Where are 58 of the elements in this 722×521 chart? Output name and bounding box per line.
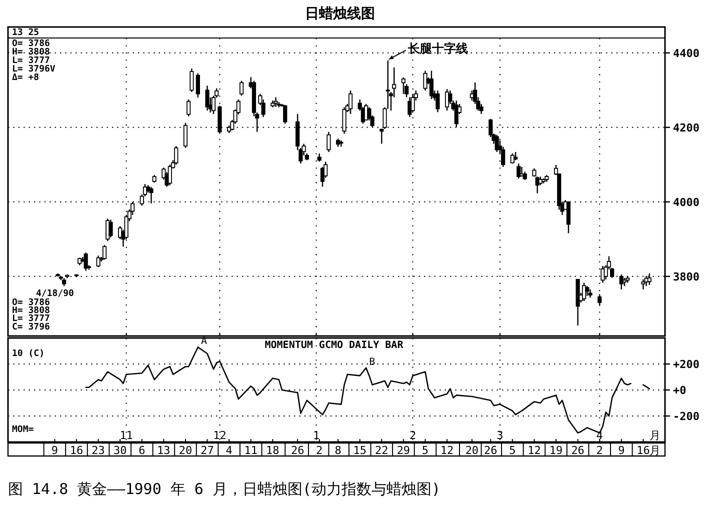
x-tick-label: 16: [70, 444, 84, 457]
annotation: 13 25: [12, 28, 40, 38]
x-tick-label: 18: [266, 444, 280, 457]
x-tick-label: 22: [375, 444, 388, 457]
y-tick-label: 4200: [673, 121, 700, 134]
annotation: L= 3796V: [12, 64, 56, 74]
x-tick-label: 2: [596, 444, 603, 457]
x-tick-label: 26: [290, 444, 304, 457]
x-tick-label: 16: [636, 444, 650, 457]
chart-title: MOMENTUM GCMO DAILY BAR: [264, 340, 404, 351]
x-tick-label: 29: [396, 444, 410, 457]
x-tick-label: 15: [353, 444, 366, 457]
caption: 图 14.8 黄金——1990 年 6 月，日蜡烛图(动力指数与蜡烛图): [8, 480, 441, 498]
x-tick-label: 23: [92, 444, 105, 457]
y-tick-label: +0: [673, 384, 686, 397]
annotation: 4/18/90: [36, 289, 74, 299]
chart-title: 日蜡烛线图: [305, 6, 375, 22]
annotation: C= 3796: [12, 322, 50, 332]
x-tick-label: 20: [178, 444, 192, 457]
x2-tick-label: 3: [496, 429, 504, 442]
annotation: O= 3786: [12, 39, 50, 49]
y-tick-label: 4400: [673, 46, 700, 60]
x-tick-label: 8: [334, 444, 342, 457]
x-tick-label: 4: [226, 444, 233, 457]
annotation: B: [369, 356, 376, 368]
x2-tick-label: 11: [120, 429, 133, 442]
y-tick-label: 3800: [673, 270, 700, 284]
x2-tick-label: 1: [312, 429, 320, 442]
x-tick-label: 12: [528, 444, 541, 457]
annotation: Δ= +8: [12, 73, 40, 83]
annotation: MOM=: [12, 425, 34, 435]
x2-tick-label: 2: [409, 429, 416, 442]
x2-axis-title: 月: [650, 429, 660, 442]
annotation: L= 3777: [12, 314, 50, 324]
x-tick-label: 26: [571, 444, 584, 457]
x-tick-label: 30: [113, 444, 127, 457]
x-tick-label: 27: [200, 444, 214, 457]
x-tick-label: 9: [51, 444, 58, 457]
x-tick-label: 9: [618, 444, 625, 457]
annotation: H= 3808: [12, 48, 50, 58]
x-tick-label: 5: [509, 444, 516, 457]
x-tick-label: 12: [440, 444, 454, 457]
annotation: 10 (C): [12, 349, 45, 359]
y-tick-label: +200: [673, 358, 700, 371]
x-tick-label: 26: [484, 444, 498, 457]
x-tick-label: 6: [138, 444, 146, 457]
x-tick-label: 13: [157, 444, 170, 457]
annotation: 长腿十字线: [406, 41, 468, 56]
x-tick-label: 20: [465, 444, 479, 457]
x-tick-label: 19: [549, 444, 563, 457]
x-tick-label: 11: [244, 444, 258, 457]
x-tick-label: 5: [422, 444, 429, 457]
y-tick-label: -200: [673, 410, 700, 423]
y-tick-label: 4000: [673, 196, 700, 209]
x-axis-title: 月: [650, 444, 660, 457]
x2-tick-label: 12: [213, 429, 226, 442]
annotation: L= 3777: [12, 56, 50, 66]
x-tick-label: 2: [316, 444, 323, 457]
